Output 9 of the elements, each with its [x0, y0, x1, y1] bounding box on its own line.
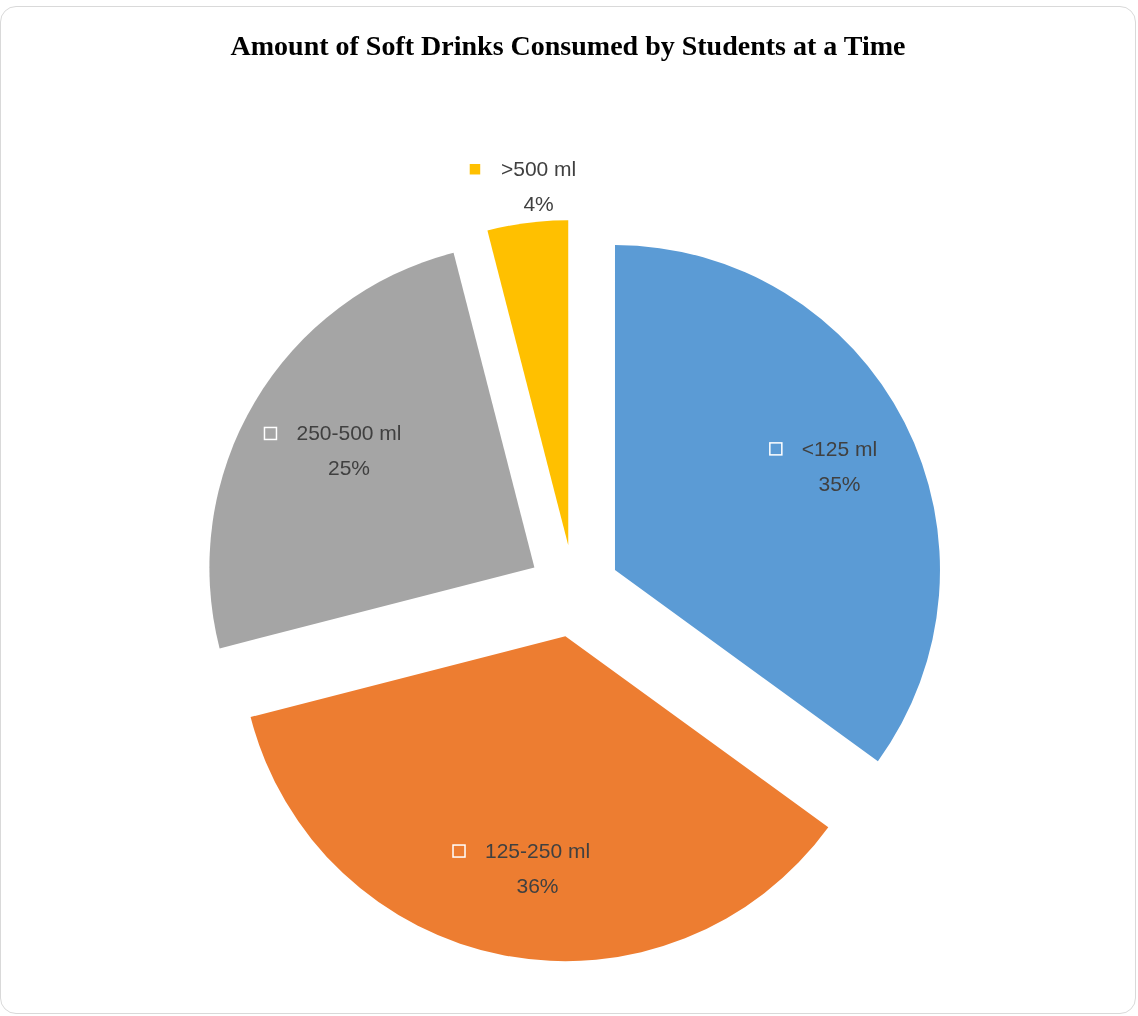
data-label: 35%: [818, 471, 861, 495]
legend-label: <125 ml: [801, 436, 878, 460]
chart-title: Amount of Soft Drinks Consumed by Students at a Time: [229, 29, 907, 63]
legend-label: 125-250 ml: [485, 839, 591, 863]
data-label: 25%: [327, 456, 371, 480]
data-label: 36%: [516, 874, 559, 898]
legend-label: >500 ml: [500, 157, 577, 181]
data-label: 4%: [523, 192, 554, 216]
legend-label: 250-500 ml: [296, 421, 402, 445]
